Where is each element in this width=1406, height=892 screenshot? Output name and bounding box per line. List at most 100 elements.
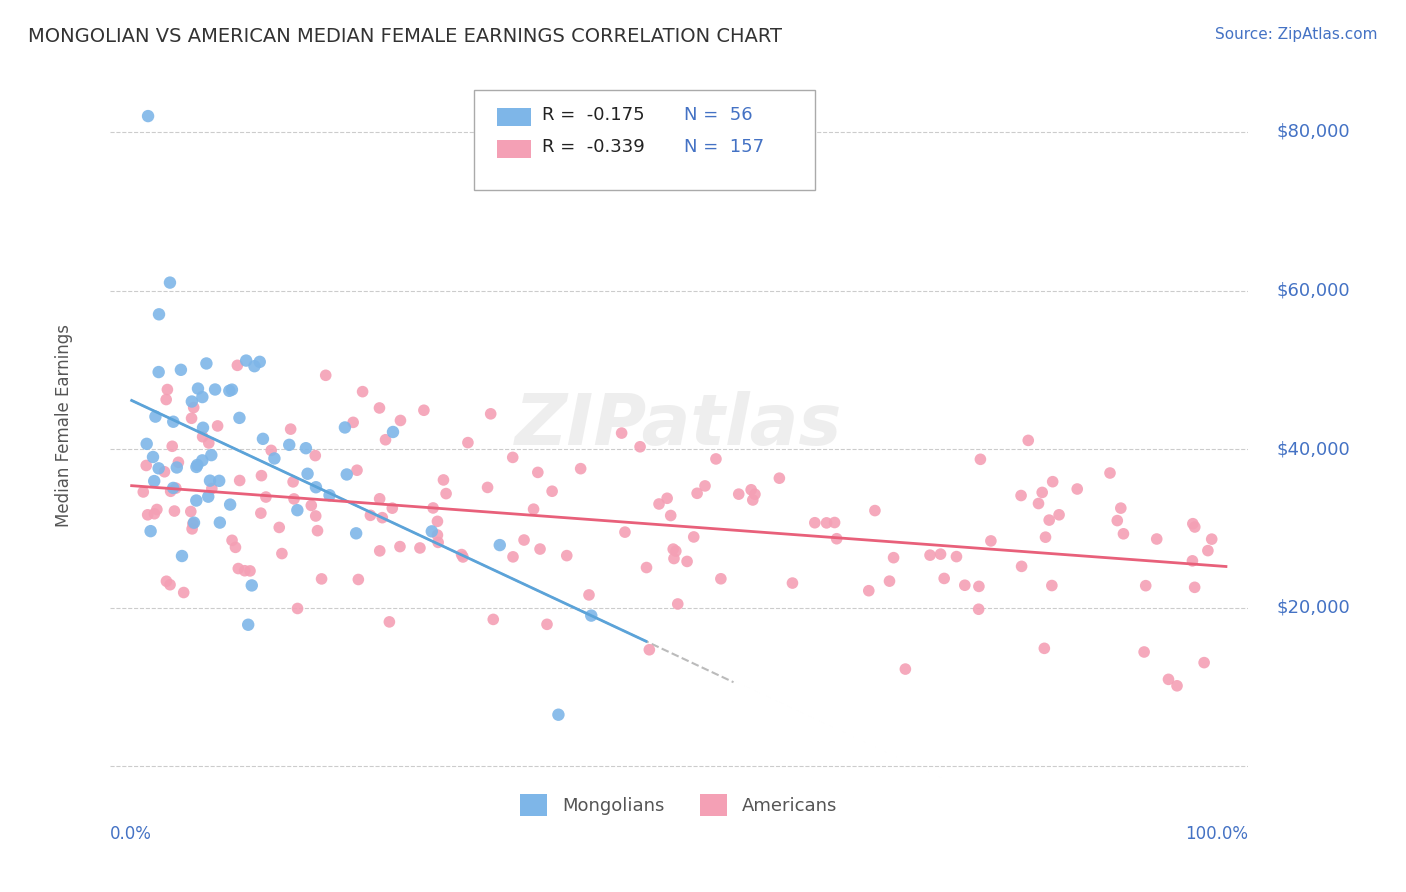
Point (378, 615, 401, 629)
Text: 0.0%: 0.0% (110, 825, 152, 843)
Point (226, 359, 249, 373)
Point (1035, 530, 1057, 544)
Point (233, 564, 256, 578)
Point (318, 488, 340, 502)
Point (136, 109, 159, 123)
Point (666, 597, 689, 611)
Point (420, 524, 443, 539)
Point (207, 419, 229, 434)
Point (389, 413, 412, 427)
Point (541, 484, 564, 499)
Point (180, 411, 202, 425)
Point (768, 471, 790, 485)
Point (173, 585, 195, 599)
Bar (496, 108, 531, 126)
Text: ZIPatlas: ZIPatlas (515, 391, 842, 459)
Point (143, 474, 166, 488)
Point (1135, 579, 1157, 593)
Point (382, 425, 405, 439)
Point (682, 530, 704, 544)
Point (197, 490, 219, 504)
Point (221, 533, 243, 548)
Point (1197, 543, 1219, 558)
Point (183, 401, 205, 415)
Point (278, 438, 301, 452)
Point (388, 540, 411, 554)
Point (186, 493, 208, 508)
Point (191, 453, 214, 467)
Point (299, 499, 322, 513)
Point (160, 439, 183, 453)
Point (186, 458, 208, 472)
Point (1098, 466, 1121, 480)
Point (208, 516, 231, 530)
Point (1033, 641, 1056, 656)
Point (918, 548, 941, 562)
Point (249, 355, 271, 369)
Point (412, 403, 434, 417)
Point (238, 617, 260, 632)
Point (187, 382, 209, 396)
Point (727, 487, 749, 501)
Point (522, 502, 544, 516)
Point (381, 501, 404, 516)
Point (610, 426, 633, 441)
Point (243, 359, 266, 374)
Point (180, 504, 202, 518)
Point (1166, 679, 1188, 693)
Point (502, 450, 524, 465)
Point (815, 516, 838, 530)
Point (371, 510, 394, 524)
Point (422, 500, 444, 515)
Point (344, 526, 367, 541)
Point (191, 390, 214, 404)
Point (142, 450, 165, 464)
Point (170, 549, 193, 563)
Point (186, 459, 208, 474)
Point (135, 458, 157, 473)
Point (283, 491, 305, 506)
Point (132, 485, 155, 500)
Point (252, 432, 274, 446)
Point (285, 503, 308, 517)
Point (741, 493, 763, 508)
Point (304, 449, 326, 463)
Point (613, 525, 636, 540)
Text: Median Female Earnings: Median Female Earnings (55, 324, 73, 527)
Point (224, 541, 246, 555)
Point (477, 480, 499, 494)
Point (555, 549, 578, 563)
Point (218, 384, 240, 398)
Point (347, 573, 370, 587)
Point (155, 392, 177, 407)
Point (967, 602, 990, 616)
Point (1038, 513, 1060, 527)
Text: MONGOLIAN VS AMERICAN MEDIAN FEMALE EARNINGS CORRELATION CHART: MONGOLIAN VS AMERICAN MEDIAN FEMALE EARN… (28, 27, 782, 45)
Point (200, 448, 222, 462)
Point (1112, 526, 1135, 541)
Point (744, 487, 766, 501)
Point (457, 435, 479, 450)
Point (180, 394, 202, 409)
Point (305, 480, 328, 494)
Point (156, 383, 179, 397)
Point (148, 461, 170, 475)
Point (980, 533, 1002, 548)
Point (479, 407, 502, 421)
Point (208, 474, 231, 488)
Point (569, 461, 592, 475)
Point (1146, 532, 1168, 546)
Point (693, 479, 716, 493)
Point (145, 409, 167, 424)
Point (201, 482, 224, 496)
Point (536, 617, 558, 632)
Point (342, 415, 364, 429)
Point (1047, 508, 1070, 522)
Point (336, 467, 359, 482)
Text: Source: ZipAtlas.com: Source: ZipAtlas.com (1215, 27, 1378, 42)
Point (197, 436, 219, 450)
Point (1042, 475, 1064, 489)
Point (665, 544, 688, 558)
Text: $80,000: $80,000 (1277, 123, 1350, 141)
Point (879, 574, 901, 588)
